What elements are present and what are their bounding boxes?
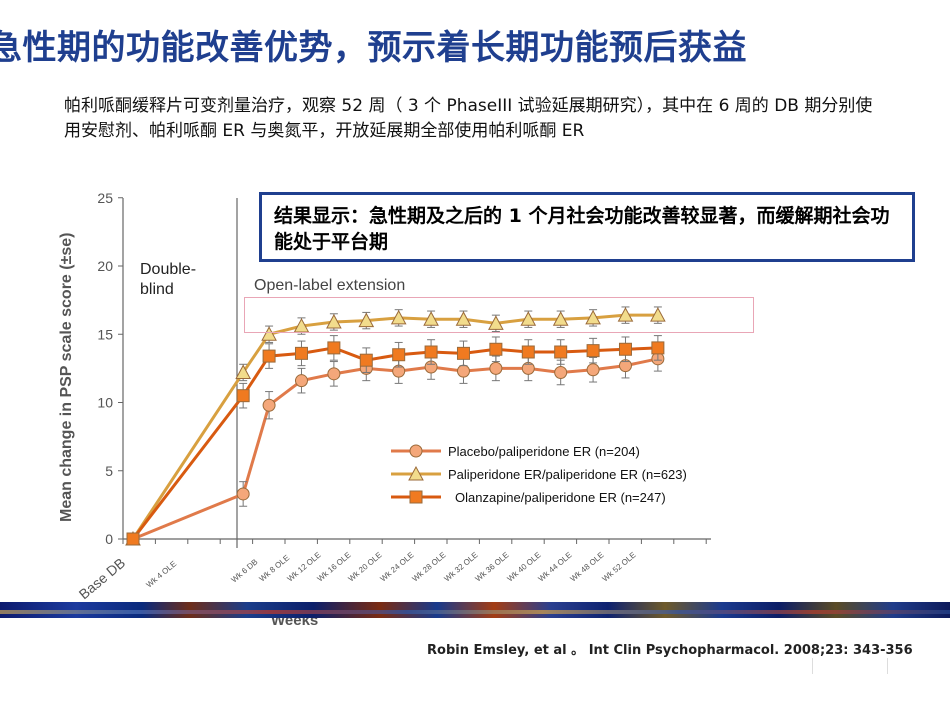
x-tick-label: Wk 4 OLE (145, 559, 179, 589)
y-axis-label: Mean change in PSP scale score (±se) (58, 233, 75, 523)
phase-label-double-blind-line2: blind (140, 281, 174, 298)
x-tick-label: Wk 8 OLE (258, 553, 292, 583)
x-tick-label: Wk 24 OLE (379, 550, 416, 583)
plateau-highlight-box (244, 297, 754, 333)
data-point (456, 346, 470, 360)
legend-marker (408, 465, 424, 481)
legend: Placebo/paliperidone ER (n=204) Paliperid… (391, 444, 687, 505)
data-point (554, 365, 568, 379)
data-point (327, 341, 341, 355)
data-point (489, 342, 503, 356)
y-tick-label: 0 (105, 531, 113, 547)
data-point (617, 307, 634, 322)
data-point (294, 374, 308, 388)
legend-label: Placebo/paliperidone ER (n=204) (448, 444, 640, 459)
x-tick-label: Wk 44 OLE (537, 550, 574, 583)
data-point (554, 345, 568, 359)
data-point (261, 326, 277, 341)
data-point (392, 348, 406, 362)
data-point (327, 367, 341, 381)
footer-divider (887, 658, 888, 674)
data-point (236, 487, 250, 501)
data-point (359, 353, 373, 367)
data-point (236, 389, 250, 403)
data-point (262, 349, 276, 363)
x-tick-label: Wk 36 OLE (474, 550, 511, 583)
x-tick-label: Base DB (76, 555, 129, 603)
data-point (126, 532, 140, 546)
legend-label: Paliperidone ER/paliperidone ER (n=623) (448, 467, 687, 482)
data-point (489, 361, 503, 375)
data-point (585, 309, 601, 325)
x-tick-label: Wk 6 DB (230, 557, 260, 584)
data-point (521, 345, 535, 359)
x-tick-label: Wk 48 OLE (569, 550, 606, 583)
intro-text: 帕利哌酮缓释片可变剂量治疗，观察 52 周（ 3 个 PhaseIII 试验延展… (64, 96, 873, 141)
phase-label-double-blind-line1: Double- (140, 261, 196, 278)
decorative-stripe-accent (0, 610, 950, 614)
y-tick-label: 10 (97, 395, 113, 411)
y-tick-label: 15 (97, 326, 113, 342)
series-1 (125, 306, 666, 546)
data-point (618, 342, 632, 356)
data-point (235, 364, 251, 379)
y-tick-label: 5 (105, 463, 113, 479)
y-tick-label: 25 (97, 190, 113, 206)
data-point (520, 311, 537, 326)
data-point (650, 307, 666, 322)
result-callout: 结果显示：急性期及之后的 1 个月社会功能改善较显著，而缓解期社会功能处于平台期 (259, 192, 915, 262)
slide-title: 急性期的功能改善优势，预示着长期功能预后获益 (0, 28, 747, 68)
data-point (326, 313, 342, 329)
legend-marker (409, 490, 423, 504)
data-point (586, 363, 600, 377)
data-point (651, 341, 665, 355)
legend-label: Olanzapine/paliperidone ER (n=247) (455, 490, 666, 505)
x-tick-label: Wk 52 OLE (601, 550, 638, 583)
data-point (552, 311, 569, 326)
x-tick-label: Wk 28 OLE (411, 550, 448, 583)
data-point (358, 312, 375, 328)
x-tick-label: Wk 20 OLE (347, 550, 384, 583)
data-point (390, 309, 407, 325)
citation: Robin Emsley, et al 。 Int Clin Psychopha… (427, 643, 913, 658)
data-point (455, 311, 472, 326)
phase-label-double-blind: Double- blind (140, 261, 200, 298)
legend-marker (409, 444, 423, 458)
data-point (294, 346, 308, 360)
y-tick-label: 20 (97, 258, 113, 274)
data-point (424, 345, 438, 359)
data-point (488, 315, 504, 330)
data-point (456, 364, 470, 378)
series-2 (126, 335, 665, 546)
data-point (423, 311, 439, 326)
phase-label-open-label: Open-label extension (254, 277, 405, 294)
footer-divider (812, 658, 813, 674)
data-point (262, 398, 276, 412)
data-point (586, 344, 600, 358)
